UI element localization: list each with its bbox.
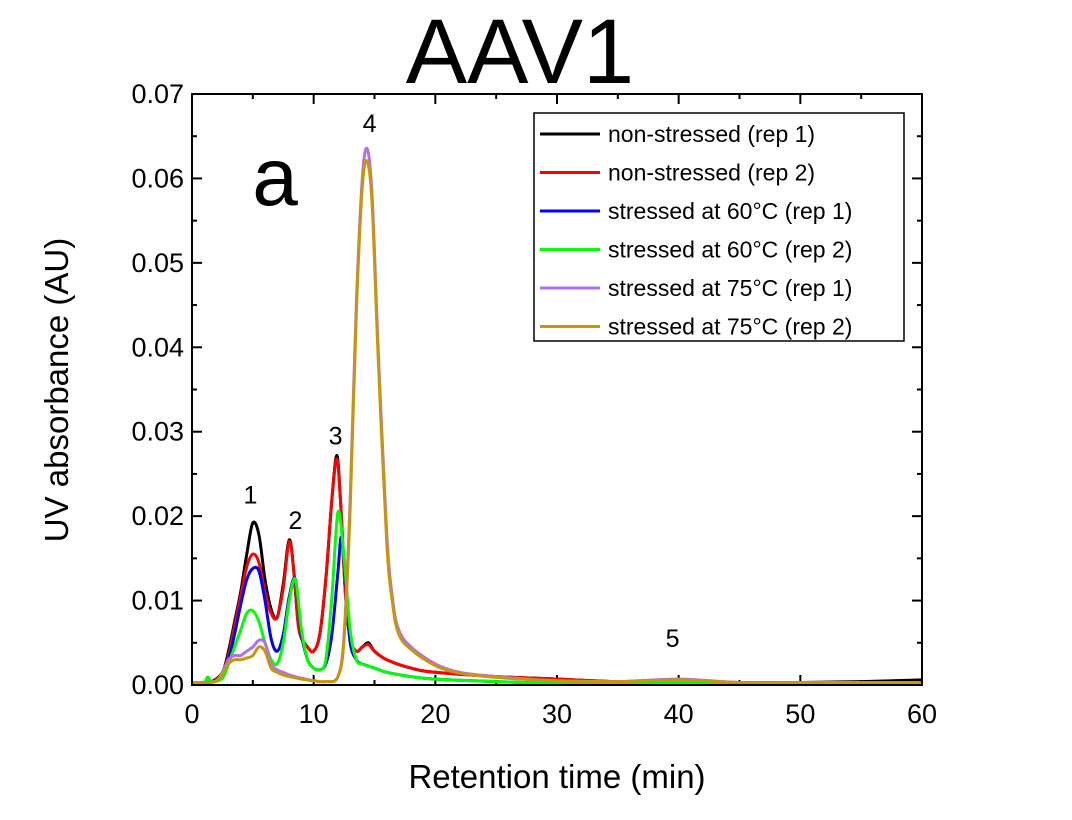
peak-label: 2: [288, 507, 302, 535]
peak-label: 4: [363, 110, 377, 138]
x-tick-label: 40: [664, 699, 694, 729]
y-axis-label: UV absorbance (AU): [38, 238, 75, 542]
legend-entry-label: stressed at 75°C (rep 1): [608, 275, 852, 301]
y-tick-label: 0.02: [131, 501, 184, 531]
x-tick-label: 20: [420, 699, 450, 729]
legend-entry-label: non-stressed (rep 1): [608, 121, 815, 147]
x-tick-label: 30: [542, 699, 572, 729]
y-axis-ticks: 0.00 0.01 0.02 0.03 0.04 0.05 0.06 0.07: [131, 79, 922, 700]
y-tick-label: 0.03: [131, 417, 184, 447]
y-tick-label: 0.00: [131, 670, 184, 700]
legend-entry-label: non-stressed (rep 2): [608, 160, 815, 186]
y-tick-label: 0.07: [131, 79, 184, 109]
peak-labels: 1 2 3 4 5: [243, 110, 679, 653]
peak-label: 1: [243, 481, 257, 509]
y-tick-label: 0.04: [131, 332, 184, 362]
series-line-2: [192, 457, 922, 685]
legend-entry-label: stressed at 75°C (rep 2): [608, 314, 852, 340]
y-tick-label: 0.01: [131, 586, 184, 616]
legend-entry-label: stressed at 60°C (rep 2): [608, 237, 852, 263]
series-line-6: [192, 159, 922, 685]
peak-label: 5: [666, 625, 680, 653]
series-lines: [192, 146, 922, 685]
x-tick-label: 60: [907, 699, 937, 729]
y-tick-label: 0.06: [131, 163, 184, 193]
series-line-1: [192, 453, 922, 685]
plot-frame: [191, 93, 923, 686]
y-tick-label: 0.05: [131, 248, 184, 278]
panel-label: a: [252, 132, 298, 223]
series-line-3: [192, 535, 922, 685]
chart-title: AAV1: [406, 1, 634, 103]
x-tick-label: 50: [785, 699, 815, 729]
legend-box: [533, 112, 905, 342]
legend: non-stressed (rep 1) non-stressed (rep 2)…: [533, 112, 905, 342]
legend-entry-label: stressed at 60°C (rep 1): [608, 198, 852, 224]
x-tick-label: 0: [184, 699, 199, 729]
peak-label: 3: [329, 422, 343, 450]
x-tick-label: 10: [299, 699, 329, 729]
series-line-4: [192, 509, 922, 685]
x-axis-label: Retention time (min): [408, 758, 705, 795]
